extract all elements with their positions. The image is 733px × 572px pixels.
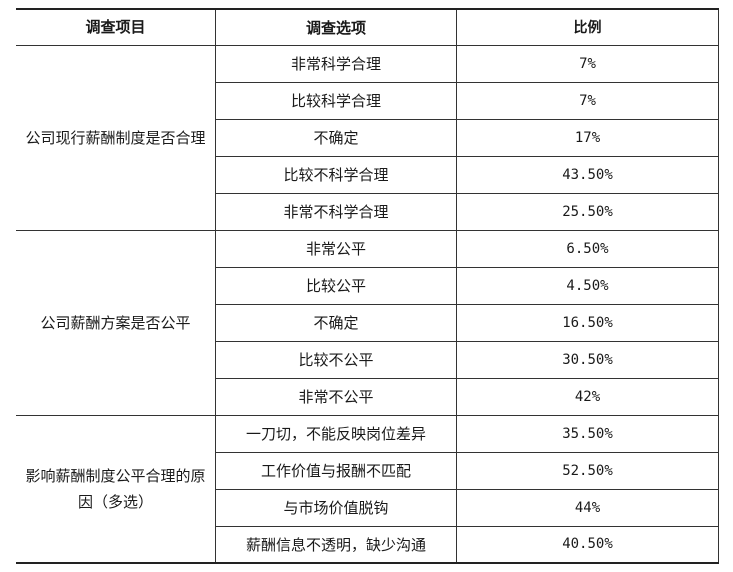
ratio-cell: 52.50% — [456, 451, 719, 490]
option-cell: 一刀切，不能反映岗位差异 — [215, 414, 457, 453]
option-cell: 工作价值与报酬不匹配 — [215, 451, 457, 490]
ratio-cell: 42% — [456, 377, 719, 416]
option-cell: 非常不公平 — [215, 377, 457, 416]
table-row: 工作价值与报酬不匹配 52.50% — [16, 451, 719, 490]
survey-table: 调查项目 调查选项 比例 公司现行薪酬制度是否合理 非常科学合理 7% 比较科学… — [16, 8, 719, 564]
option-cell: 比较不公平 — [215, 340, 457, 379]
table-row: 公司现行薪酬制度是否合理 非常科学合理 7% — [16, 44, 719, 231]
ratio-cell: 40.50% — [456, 525, 719, 564]
option-cell: 不确定 — [215, 118, 457, 157]
table-row: 比较不科学合理 43.50% — [16, 155, 719, 194]
survey-item-label: 公司现行薪酬制度是否合理 — [25, 128, 206, 147]
table-row: 比较科学合理 7% — [16, 81, 719, 120]
ratio-cell: 4.50% — [456, 266, 719, 305]
ratio-cell: 17% — [456, 118, 719, 157]
header-ratio: 比例 — [456, 8, 719, 46]
ratio-cell: 44% — [456, 488, 719, 527]
option-cell: 非常科学合理 — [215, 44, 457, 83]
survey-item-label: 公司薪酬方案是否公平 — [40, 313, 191, 332]
survey-table-container: 调查项目 调查选项 比例 公司现行薪酬制度是否合理 非常科学合理 7% 比较科学… — [16, 8, 719, 564]
option-cell: 薪酬信息不透明，缺少沟通 — [215, 525, 457, 564]
survey-item-cell: 公司薪酬方案是否公平 — [16, 229, 216, 416]
option-cell: 比较公平 — [215, 266, 457, 305]
option-cell: 不确定 — [215, 303, 457, 342]
ratio-cell: 25.50% — [456, 192, 719, 231]
table-row: 不确定 17% — [16, 118, 719, 157]
table-row: 比较不公平 30.50% — [16, 340, 719, 379]
table-row: 比较公平 4.50% — [16, 266, 719, 305]
header-survey-item: 调查项目 — [16, 8, 216, 46]
option-cell: 比较科学合理 — [215, 81, 457, 120]
ratio-cell: 16.50% — [456, 303, 719, 342]
table-row: 公司薪酬方案是否公平 非常公平 6.50% — [16, 229, 719, 416]
survey-item-cell: 影响薪酬制度公平合理的原因（多选） — [16, 414, 216, 564]
table-row: 薪酬信息不透明，缺少沟通 40.50% — [16, 525, 719, 564]
table-header-row: 调查项目 调查选项 比例 — [16, 8, 719, 46]
ratio-cell: 43.50% — [456, 155, 719, 194]
header-survey-option: 调查选项 — [215, 8, 457, 46]
table-row: 与市场价值脱钩 44% — [16, 488, 719, 527]
survey-item-label: 影响薪酬制度公平合理的原因（多选） — [25, 466, 206, 511]
table-row: 不确定 16.50% — [16, 303, 719, 342]
option-cell: 非常公平 — [215, 229, 457, 268]
option-cell: 比较不科学合理 — [215, 155, 457, 194]
option-cell: 与市场价值脱钩 — [215, 488, 457, 527]
ratio-cell: 7% — [456, 44, 719, 83]
ratio-cell: 35.50% — [456, 414, 719, 453]
table-row: 非常不科学合理 25.50% — [16, 192, 719, 231]
ratio-cell: 6.50% — [456, 229, 719, 268]
table-row: 非常不公平 42% — [16, 377, 719, 416]
survey-item-cell: 公司现行薪酬制度是否合理 — [16, 44, 216, 231]
option-cell: 非常不科学合理 — [215, 192, 457, 231]
ratio-cell: 30.50% — [456, 340, 719, 379]
ratio-cell: 7% — [456, 81, 719, 120]
table-row: 影响薪酬制度公平合理的原因（多选） 一刀切，不能反映岗位差异 35.50% — [16, 414, 719, 564]
